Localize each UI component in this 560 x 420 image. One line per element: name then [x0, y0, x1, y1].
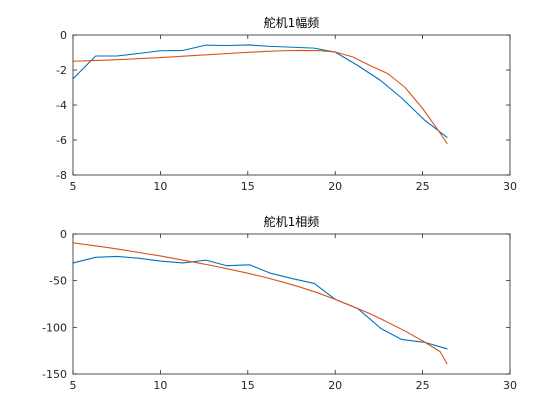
chart-title: 舵机1幅频 [264, 15, 320, 30]
y-tick-label: -6 [56, 134, 67, 147]
y-tick-label: -4 [56, 99, 67, 112]
x-tick-label: 30 [503, 180, 517, 193]
y-tick-label: 0 [60, 29, 67, 42]
series-line-2 [72, 49, 448, 145]
y-tick-label: -2 [56, 64, 67, 77]
x-tick-label: 5 [70, 180, 77, 193]
plot-area [73, 35, 510, 175]
axes-frame [72, 233, 511, 375]
y-tick-label: -8 [56, 169, 67, 182]
x-tick-label: 5 [70, 379, 77, 392]
x-tick-label: 15 [241, 180, 255, 193]
x-tick-label: 10 [153, 180, 167, 193]
series-line-2 [72, 242, 448, 365]
y-tick-label: 0 [60, 228, 67, 241]
x-tick-label: 15 [241, 379, 255, 392]
x-tick-label: 25 [416, 180, 430, 193]
series-line-1 [72, 44, 448, 138]
chart-title: 舵机1相频 [264, 214, 320, 229]
plot-area [73, 234, 510, 374]
x-tick-label: 20 [328, 379, 342, 392]
x-tick-label: 10 [153, 379, 167, 392]
y-tick-label: -100 [42, 321, 67, 334]
y-tick-label: -150 [42, 368, 67, 381]
y-tick-label: -50 [49, 275, 67, 288]
x-tick-label: 25 [416, 379, 430, 392]
x-tick-label: 20 [328, 180, 342, 193]
axes-2: 5 10 15 20 25 30 0 -50 -100 -150 舵机1相频 [42, 214, 517, 392]
x-tick-label: 30 [503, 379, 517, 392]
series-line-1 [72, 255, 448, 350]
axes-1: 5 10 15 20 25 30 0 -2 -4 -6 -8 舵机1幅频 [56, 15, 517, 193]
